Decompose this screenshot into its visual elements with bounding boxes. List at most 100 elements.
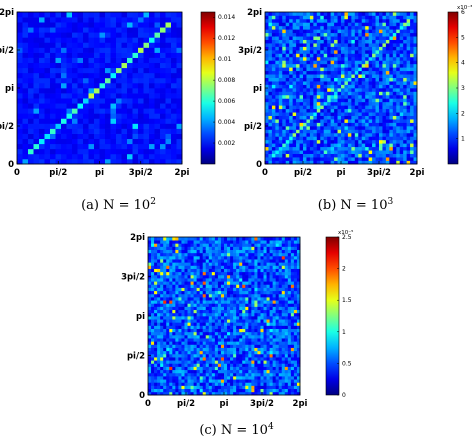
heatmap-cell	[202, 278, 207, 282]
heatmap-cell	[358, 56, 363, 61]
heatmap-cell	[175, 344, 179, 348]
heatmap-cell	[406, 84, 411, 89]
heatmap-cell	[413, 36, 418, 40]
heatmap-cell	[163, 338, 167, 342]
heatmap-cell	[151, 268, 155, 273]
heatmap-cell	[239, 274, 243, 279]
heatmap-cell	[110, 153, 117, 160]
heatmap-cell	[379, 126, 383, 130]
heatmap-cell	[176, 93, 183, 99]
heatmap-cell	[66, 108, 73, 114]
heatmap-cell	[392, 15, 397, 20]
heatmap-cell	[175, 372, 179, 377]
heatmap-cell	[224, 338, 228, 342]
heatmap-cell	[138, 62, 144, 69]
heatmap-cell	[196, 287, 201, 292]
heatmap-cell	[245, 309, 249, 314]
heatmap-cell	[316, 67, 321, 72]
heatmap-cell	[392, 91, 397, 96]
heatmap-cell	[181, 259, 185, 263]
heatmap-cell	[187, 281, 191, 285]
heatmap-cell	[83, 93, 89, 99]
heatmap-cell	[334, 39, 338, 44]
heatmap-cell	[351, 153, 356, 158]
heatmap-cell	[375, 146, 380, 151]
heatmap-cell	[275, 84, 280, 89]
heatmap-cell	[289, 101, 293, 106]
heatmap-cell	[396, 139, 401, 144]
heatmap-cell	[157, 290, 161, 295]
heatmap-cell	[382, 139, 387, 144]
heatmap-cell	[268, 77, 273, 82]
heatmap-cell	[72, 93, 78, 99]
heatmap-cell	[208, 372, 213, 377]
heatmap-cell	[341, 88, 345, 92]
heatmap-cell	[266, 331, 270, 336]
heatmap-cell	[389, 43, 394, 47]
heatmap-cell	[154, 62, 161, 69]
heatmap-cell	[154, 363, 158, 367]
heatmap-cell	[160, 300, 164, 304]
heatmap-cell	[389, 74, 394, 78]
heatmap-cell	[187, 338, 191, 342]
heatmap-cell	[296, 39, 300, 44]
heatmap-cell	[285, 12, 290, 16]
heatmap-cell	[306, 129, 311, 134]
heatmap-cell	[55, 82, 62, 89]
heatmap-cell	[330, 91, 335, 96]
heatmap-cell	[28, 153, 34, 160]
heatmap-cell	[61, 118, 67, 124]
heatmap-cell	[410, 122, 414, 127]
heatmap-cell	[205, 357, 210, 361]
heatmap-cell	[22, 113, 29, 119]
heatmap-cell	[171, 143, 177, 150]
heatmap-cell	[193, 287, 197, 292]
heatmap-cell	[220, 344, 225, 348]
colorbar-tick-label: 1	[461, 136, 465, 143]
heatmap-cell	[251, 293, 255, 298]
heatmap-cell	[392, 112, 397, 116]
heatmap-cell	[263, 357, 267, 361]
heatmap-cell	[184, 350, 188, 355]
heatmap-cell	[396, 88, 401, 92]
heatmap-cell	[151, 325, 155, 329]
heatmap-cell	[375, 119, 380, 123]
heatmap-cell	[254, 316, 258, 320]
heatmap-cell	[178, 237, 182, 241]
heatmap-cell	[127, 128, 133, 134]
heatmap-cell	[121, 118, 128, 124]
heatmap-cell	[265, 98, 269, 103]
heatmap-cell	[175, 319, 179, 323]
heatmap-cell	[254, 366, 258, 371]
heatmap-cell	[50, 67, 56, 74]
heatmap-cell	[296, 50, 300, 54]
heatmap-cell	[271, 94, 276, 99]
heatmap-cell	[178, 350, 182, 355]
heatmap-cell	[61, 123, 67, 129]
heatmap-cell	[154, 27, 161, 33]
heatmap-cell	[316, 143, 321, 148]
heatmap-cell	[347, 53, 352, 58]
heatmap-cell	[396, 46, 401, 51]
heatmap-cell	[403, 101, 407, 106]
heatmap-cell	[220, 366, 225, 371]
heatmap-cell	[239, 271, 243, 276]
heatmap-cell	[61, 72, 67, 79]
heatmap-cell	[105, 138, 111, 145]
heatmap-cell	[55, 93, 62, 99]
heatmap-cell	[149, 148, 155, 155]
heatmap-cell	[337, 50, 342, 54]
heatmap-cell	[358, 63, 363, 68]
heatmap-cell	[351, 77, 356, 82]
heatmap-cell	[211, 372, 216, 377]
heatmap-cell	[233, 325, 237, 329]
heatmap-cell	[157, 309, 161, 314]
heatmap-cell	[44, 67, 51, 74]
heatmap-cell	[268, 146, 273, 151]
heatmap-cell	[351, 126, 356, 130]
heatmap-cell	[175, 316, 179, 320]
colorbar-multiplier: x10⁻³	[457, 4, 472, 11]
heatmap-cell	[224, 325, 228, 329]
heatmap-cell	[163, 268, 167, 273]
heatmap-cell	[272, 357, 277, 361]
